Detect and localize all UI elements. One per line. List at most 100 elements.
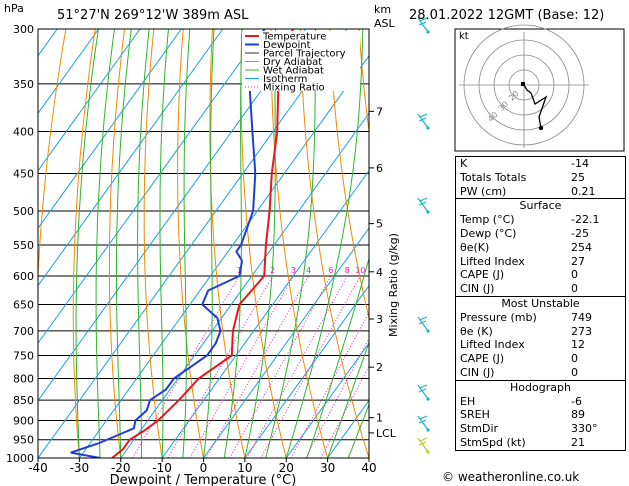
mixing-ratio-label: 1 bbox=[237, 266, 242, 275]
wind-barb-flag bbox=[418, 388, 427, 393]
index-row: K -14 bbox=[456, 157, 625, 171]
hodograph-frame bbox=[454, 28, 625, 152]
surface-value: 0 bbox=[571, 282, 578, 296]
surface-value: 0 bbox=[571, 268, 578, 282]
wind-barb-dot bbox=[426, 428, 430, 432]
wet-adiabat-line bbox=[203, 29, 215, 458]
wet-adiabat-line bbox=[182, 29, 191, 458]
hodograph-value: -6 bbox=[571, 394, 582, 408]
surface-label: CAPE (J) bbox=[460, 268, 505, 282]
pressure-tick-label: 800 bbox=[13, 372, 34, 385]
hodograph-label: StmDir bbox=[460, 422, 499, 436]
wind-barb bbox=[417, 113, 429, 129]
pressure-tick-label: 900 bbox=[13, 414, 34, 427]
isotherm-line bbox=[38, 29, 224, 287]
most-unstable-label: CAPE (J) bbox=[460, 352, 505, 366]
wind-barb-dot bbox=[426, 30, 430, 34]
x-tick-label: 20 bbox=[279, 461, 294, 475]
hodograph-value: 89 bbox=[571, 408, 585, 422]
x-tick-label: -20 bbox=[111, 461, 131, 475]
most-unstable-title: Most Unstable bbox=[501, 296, 580, 310]
dry-adiabat-line bbox=[72, 29, 96, 458]
most-unstable-label: CIN (J) bbox=[460, 365, 495, 379]
wet-adiabat-line bbox=[347, 403, 369, 458]
surface-row: Lifted Index 27 bbox=[456, 255, 625, 269]
hodograph-label: EH bbox=[460, 394, 476, 408]
wind-barb-flag bbox=[418, 117, 427, 122]
x-tick-label: 40 bbox=[361, 461, 376, 475]
surface-label: Temp (°C) bbox=[460, 213, 515, 227]
x-tick-label: -40 bbox=[28, 461, 48, 475]
surface-label: Dewp (°C) bbox=[460, 226, 517, 240]
hodograph-section: Hodograph EH -6 SREH 89 StmDir 330° StmSpd (kt… bbox=[456, 379, 625, 450]
mixing-ratio-label: 10 bbox=[355, 266, 365, 275]
most-unstable-row: Lifted Index 12 bbox=[456, 338, 625, 352]
wind-barb-flag bbox=[419, 316, 428, 321]
dry-adiabat-line bbox=[358, 29, 369, 135]
hodograph-table-title: Hodograph bbox=[510, 380, 571, 394]
km-tick-label: 2 bbox=[376, 361, 383, 374]
km-label: km bbox=[374, 3, 392, 16]
surface-row: Temp (°C) -22.1 bbox=[456, 213, 625, 227]
surface-row: CAPE (J) 0 bbox=[456, 268, 625, 282]
pressure-tick-label: 350 bbox=[13, 78, 34, 91]
mixing-ratio-line bbox=[229, 275, 332, 458]
wind-barb-flag bbox=[418, 21, 427, 26]
surface-value: -22.1 bbox=[571, 213, 600, 227]
isotherm-line bbox=[38, 29, 182, 229]
index-label: PW (cm) bbox=[460, 184, 507, 198]
most-unstable-value: 12 bbox=[571, 338, 585, 352]
most-unstable-row: θe (K) 273 bbox=[456, 325, 625, 339]
dry-adiabat-line bbox=[143, 29, 163, 458]
km-tick-label: 3 bbox=[376, 313, 383, 326]
wind-barb-dot bbox=[426, 450, 430, 454]
surface-value: 254 bbox=[571, 240, 592, 254]
isotherm-line bbox=[203, 227, 369, 458]
km-tick-label: 7 bbox=[376, 105, 383, 118]
wet-adiabat-line bbox=[327, 341, 369, 458]
location-title: 51°27'N 269°12'W 389m ASL bbox=[57, 8, 249, 23]
most-unstable-value: 749 bbox=[571, 310, 592, 324]
hpa-label: hPa bbox=[4, 2, 24, 15]
temperature-curve bbox=[111, 29, 294, 458]
wind-barb-flag bbox=[418, 320, 427, 325]
wet-adiabat-line bbox=[285, 29, 364, 458]
surface-row: θe(K) 254 bbox=[456, 241, 625, 255]
asl-label: ASL bbox=[374, 17, 395, 30]
wind-barb-flag bbox=[418, 201, 427, 206]
mixing-ratio-line bbox=[260, 275, 361, 458]
index-value: -14 bbox=[571, 157, 589, 170]
wind-barb-flag bbox=[419, 197, 428, 202]
hodograph-row: SREH 89 bbox=[456, 408, 625, 422]
index-label: K bbox=[460, 157, 468, 170]
hodograph-label: SREH bbox=[460, 408, 490, 422]
hodograph-row: StmSpd (kt) 21 bbox=[456, 436, 625, 450]
dry-adiabat-line bbox=[177, 29, 204, 458]
surface-row: Dewp (°C) -25 bbox=[456, 227, 625, 241]
wind-barb-flag bbox=[418, 441, 427, 446]
hodograph-value: 21 bbox=[571, 435, 585, 449]
isotherm-line bbox=[38, 29, 306, 402]
x-tick-label: 10 bbox=[237, 461, 252, 475]
legend-box bbox=[242, 31, 360, 91]
wind-barb bbox=[417, 197, 429, 213]
isotherm-line bbox=[38, 29, 348, 458]
dry-adiabat-line bbox=[329, 29, 369, 320]
most-unstable-value: 0 bbox=[571, 365, 578, 379]
surface-section: Surface Temp (°C) -22.1 Dewp (°C) -25 θe(K) 2… bbox=[456, 198, 625, 296]
surface-label: CIN (J) bbox=[460, 282, 495, 296]
datetime-title: 28.01.2022 12GMT (Base: 12) bbox=[409, 8, 605, 23]
wind-barb-flag bbox=[419, 113, 428, 118]
wet-adiabat-line bbox=[95, 29, 115, 458]
index-label: Totals Totals bbox=[460, 170, 527, 184]
most-unstable-value: 273 bbox=[571, 324, 592, 338]
mixing-ratio-label: 8 bbox=[345, 266, 350, 275]
wind-barb bbox=[417, 415, 429, 431]
hodograph-row: EH -6 bbox=[456, 395, 625, 409]
legend-label: Isotherm bbox=[263, 74, 307, 85]
legend-label: Dry Adiabat bbox=[263, 57, 322, 68]
most-unstable-label: Lifted Index bbox=[460, 338, 525, 352]
